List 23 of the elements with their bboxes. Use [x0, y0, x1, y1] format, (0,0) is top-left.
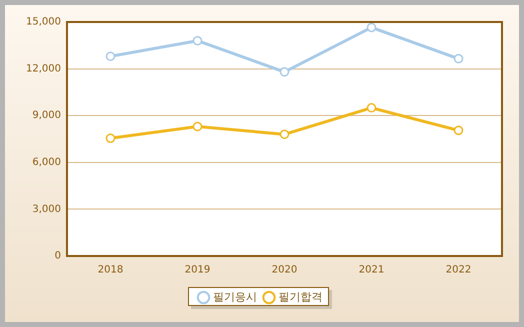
y-tick-label: 0: [54, 250, 61, 262]
x-tick-label: 2018: [98, 264, 124, 276]
legend-label: 필기응시: [213, 290, 257, 304]
point: [192, 36, 202, 46]
legend-label: 필기합격: [278, 290, 322, 304]
y-tick-label: 3,000: [32, 204, 61, 215]
point: [366, 22, 376, 32]
x-tick-label: 2022: [446, 264, 472, 276]
y-tick-label: 6,000: [32, 156, 61, 168]
point: [454, 54, 464, 64]
point: [280, 130, 290, 140]
y-tick-label: 12,000: [26, 63, 61, 74]
point: [106, 52, 116, 62]
x-tick-label: 2019: [184, 264, 210, 276]
point: [454, 126, 464, 136]
x-tick-label: 2021: [358, 264, 384, 276]
point: [192, 122, 202, 132]
y-tick-label: 15,000: [26, 16, 61, 28]
y-tick-label: 9,000: [32, 110, 61, 122]
x-tick-label: 2020: [272, 264, 298, 276]
point: [280, 67, 290, 77]
point: [106, 133, 116, 143]
point: [366, 103, 376, 113]
